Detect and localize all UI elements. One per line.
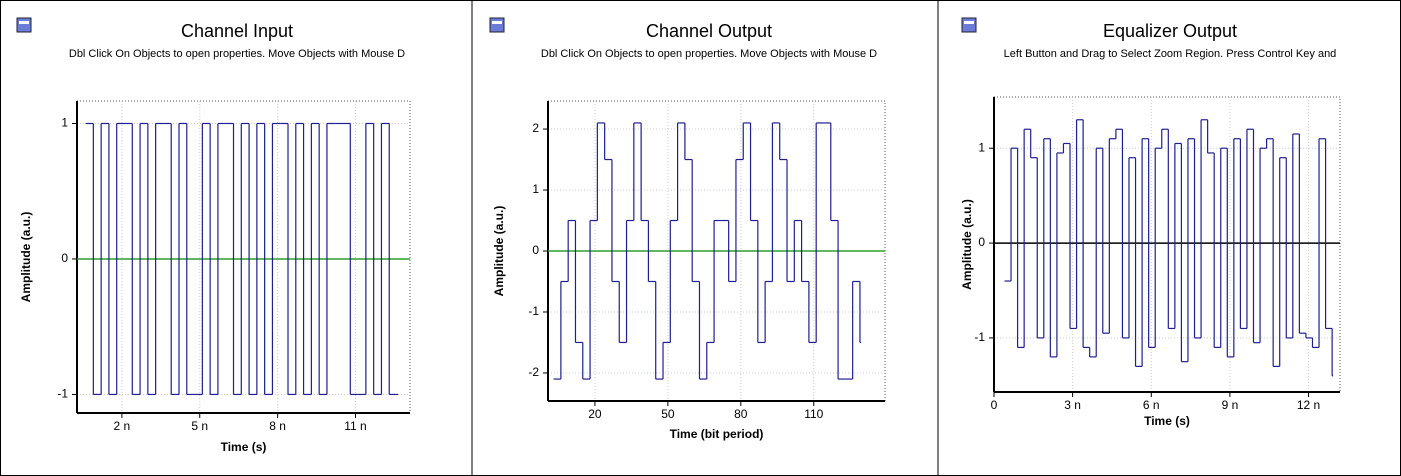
chart-panel: Equalizer Output Left Button and Drag to …: [960, 21, 1341, 428]
x-tick-label: 50: [661, 407, 675, 421]
x-tick-label: 8 n: [269, 419, 286, 433]
chart-panel: Channel Input Dbl Click On Objects to ope…: [19, 21, 411, 454]
window-icon[interactable]: [489, 17, 505, 33]
window-icon[interactable]: [16, 17, 32, 33]
x-tick-label: 12 n: [1297, 398, 1320, 412]
y-axis-label: Amplitude (a.u.): [492, 206, 506, 297]
window-icon[interactable]: [961, 17, 977, 33]
plot-frame: [76, 100, 411, 414]
y-tick-label: -1: [57, 387, 68, 401]
y-tick-label: 0: [61, 251, 68, 265]
y-tick-label: 0: [532, 243, 539, 257]
y-tick-label: -1: [528, 304, 539, 318]
y-tick-label: 1: [61, 116, 68, 130]
y-tick-label: 0: [978, 235, 985, 249]
chart-subtitle: Dbl Click On Objects to open properties.…: [69, 48, 405, 60]
x-axis-label: Time (s): [1144, 414, 1190, 428]
chart-subtitle: Dbl Click On Objects to open properties.…: [541, 48, 877, 60]
x-tick-label: 2 n: [114, 419, 131, 433]
x-tick-label: 110: [804, 407, 823, 421]
chart-subtitle: Left Button and Drag to Select Zoom Regi…: [1004, 48, 1337, 60]
x-tick-label: 11 n: [344, 419, 366, 433]
y-tick-label: 1: [532, 182, 539, 196]
x-tick-label: 20: [588, 407, 602, 421]
x-tick-label: 0: [991, 398, 998, 412]
y-tick-label: -2: [528, 365, 539, 379]
chart-title: Channel Output: [646, 21, 772, 41]
x-tick-label: 6 n: [1143, 398, 1160, 412]
x-axis-label: Time (bit period): [670, 427, 764, 441]
y-tick-label: 1: [978, 140, 985, 154]
y-axis-label: Amplitude (a.u.): [19, 212, 33, 303]
chart-title: Channel Input: [181, 21, 293, 41]
plot-frame: [993, 96, 1341, 393]
chart-title: Equalizer Output: [1103, 21, 1237, 41]
y-axis-label: Amplitude (a.u.): [960, 199, 974, 290]
chart-panel: Channel Output Dbl Click On Objects to op…: [492, 21, 886, 441]
x-tick-label: 9 n: [1222, 398, 1239, 412]
x-tick-label: 5 n: [191, 419, 208, 433]
x-tick-label: 3 n: [1064, 398, 1081, 412]
x-axis-label: Time (s): [221, 440, 267, 454]
y-tick-label: 2: [532, 121, 539, 135]
x-tick-label: 80: [734, 407, 748, 421]
y-tick-label: -1: [974, 330, 985, 344]
